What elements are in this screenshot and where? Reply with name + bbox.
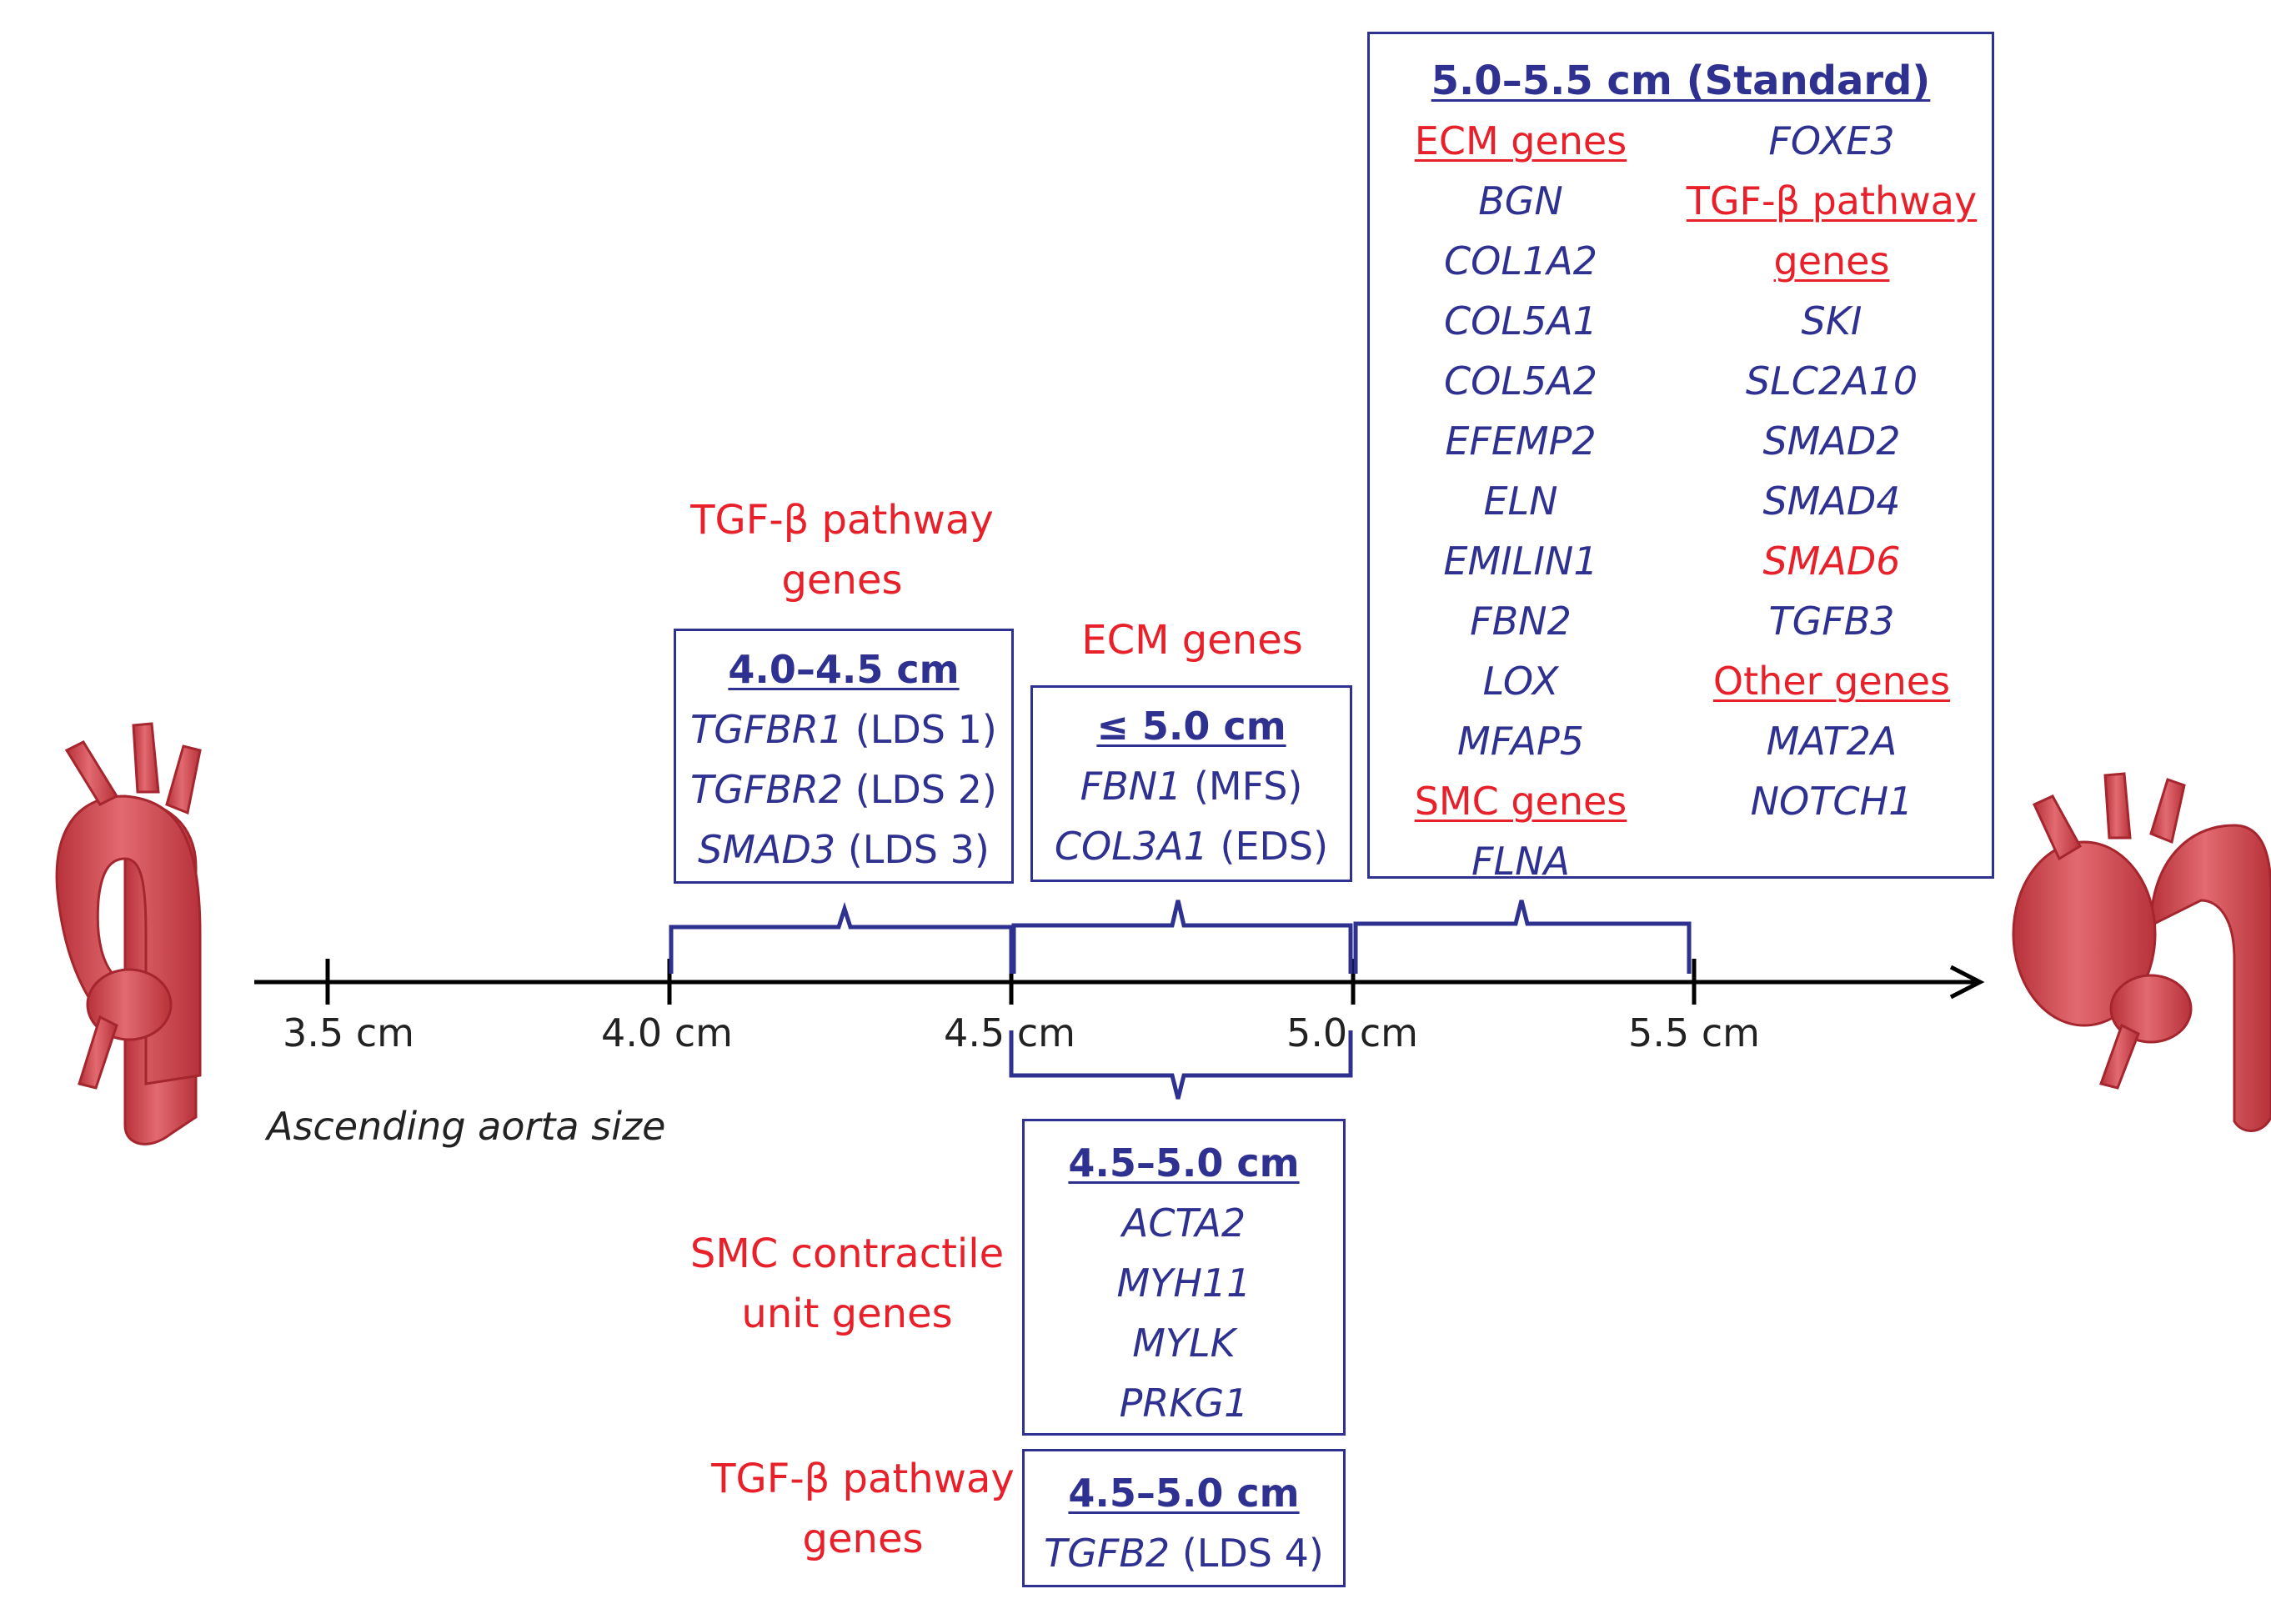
standard-box: 5.0–5.5 cm (Standard) ECM genes BGN COL1… — [1367, 32, 1994, 884]
gene-name: FBN1 — [1080, 764, 1182, 809]
gene: MAT2A — [1766, 719, 1898, 764]
gene: COL5A2 — [1444, 358, 1597, 403]
smc-genes-header: SMC genes — [1414, 779, 1627, 824]
gene: BGN — [1478, 178, 1563, 223]
dilated-aorta-illustration — [2012, 772, 2271, 1132]
axis-title: Ascending aorta size — [267, 1104, 666, 1149]
tgfb-bottom-range: 4.5–5.0 cm — [1068, 1471, 1300, 1516]
gene: ELN — [1483, 479, 1558, 524]
smc-bottom-category: SMC contractile unit genes — [689, 1231, 1005, 1337]
gene-note: (LDS 1) — [855, 707, 997, 752]
gene-name: TGFBR1 — [690, 707, 844, 752]
gene: FBN2 — [1470, 599, 1572, 644]
gene: SMAD4 — [1762, 479, 1901, 524]
standard-title: 5.0–5.5 cm (Standard) — [1431, 58, 1931, 104]
standard-left-column: ECM genes BGN COL1A2 COL5A1 COL5A2 EFEMP… — [1370, 111, 1672, 891]
gene: MFAP5 — [1457, 719, 1584, 764]
gene-name: COL3A1 — [1054, 824, 1208, 869]
gene: PRKG1 — [1119, 1381, 1249, 1426]
size-axis — [254, 959, 1985, 1005]
tick-label-3-5: 3.5 cm — [283, 1010, 414, 1055]
tgfb-bottom-box: 4.5–5.0 cm TGFB2 (LDS 4) — [1022, 1449, 1346, 1587]
gene-note: (LDS 3) — [847, 827, 990, 872]
normal-aorta-illustration — [55, 722, 202, 1145]
tick-label-4-0: 4.0 cm — [601, 1010, 733, 1055]
gene: EMILIN1 — [1443, 539, 1598, 584]
gene: MYLK — [1132, 1321, 1236, 1366]
gene-name: SMAD3 — [698, 827, 836, 872]
gene: LOX — [1482, 659, 1559, 704]
tgfb-bottom-category: TGF-β pathway genes — [711, 1456, 1015, 1562]
gene-name: TGFBR2 — [690, 767, 844, 812]
tgfb-header-line2: genes — [1773, 238, 1890, 283]
gene-note: (LDS 2) — [855, 767, 997, 812]
gene: COL1A2 — [1444, 238, 1597, 283]
ecm-mid-box: ≤ 5.0 cm FBN1 (MFS) COL3A1 (EDS) — [1030, 685, 1352, 882]
gene: MYH11 — [1116, 1261, 1251, 1306]
gene-note: (EDS) — [1220, 824, 1329, 869]
gene: SLC2A10 — [1745, 358, 1918, 403]
gene: COL5A1 — [1444, 298, 1597, 343]
gene-name: TGFB2 — [1044, 1531, 1171, 1576]
gene: FLNA — [1471, 839, 1570, 884]
tick-label-4-5: 4.5 cm — [944, 1010, 1075, 1055]
gene-note: (MFS) — [1193, 764, 1303, 809]
gene: SMAD2 — [1762, 419, 1901, 464]
tgfb-header-line1: TGF-β pathway — [1686, 178, 1978, 223]
tgfb-top-box: 4.0–4.5 cm TGFBR1 (LDS 1) TGFBR2 (LDS 2)… — [674, 629, 1014, 884]
tgfb-top-category: TGF-β pathway genes — [690, 497, 994, 604]
standard-right-column: FOXE3 TGF-β pathway genes SKI SLC2A10 SM… — [1672, 111, 1992, 831]
tick-label-5-0: 5.0 cm — [1286, 1010, 1418, 1055]
smc-bottom-box: 4.5–5.0 cm ACTA2 MYH11 MYLK PRKG1 — [1022, 1119, 1346, 1436]
tgfb-top-range: 4.0–4.5 cm — [728, 647, 960, 692]
gene: NOTCH1 — [1750, 779, 1913, 824]
gene-note: (LDS 4) — [1181, 1531, 1324, 1576]
gene-highlighted: SMAD6 — [1762, 539, 1901, 584]
tick-label-5-5: 5.5 cm — [1628, 1010, 1760, 1055]
smc-bottom-range: 4.5–5.0 cm — [1068, 1140, 1300, 1185]
gene: FOXE3 — [1768, 118, 1895, 163]
gene: TGFB3 — [1768, 599, 1895, 644]
other-genes-header: Other genes — [1712, 659, 1951, 704]
ecm-genes-header: ECM genes — [1414, 118, 1627, 163]
ecm-mid-category: ECM genes — [1081, 617, 1303, 664]
range-brackets — [669, 900, 1692, 1100]
gene: SKI — [1801, 298, 1862, 343]
gene: EFEMP2 — [1445, 419, 1597, 464]
ecm-mid-range: ≤ 5.0 cm — [1096, 704, 1286, 749]
gene: ACTA2 — [1121, 1200, 1246, 1246]
